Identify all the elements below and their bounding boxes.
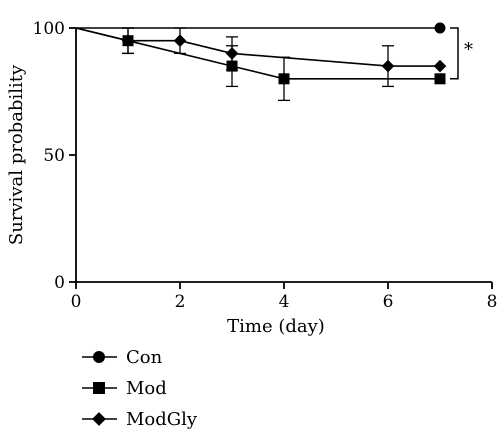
y-tick-label: 100 xyxy=(33,19,65,39)
legend-marker xyxy=(93,351,105,363)
data-point xyxy=(225,47,239,60)
data-point xyxy=(434,73,446,85)
x-tick-label: 0 xyxy=(71,292,82,312)
legend-marker xyxy=(93,382,105,394)
x-tick-label: 8 xyxy=(487,292,498,312)
data-point xyxy=(278,73,290,85)
series-modgly xyxy=(75,27,447,88)
data-point xyxy=(433,59,447,73)
legend-item-con: Con xyxy=(82,347,163,368)
y-tick-label: 0 xyxy=(54,273,65,293)
x-axis-label: Time (day) xyxy=(227,316,325,337)
x-tick-label: 4 xyxy=(279,292,290,312)
x-tick-label: 6 xyxy=(383,292,394,312)
data-point xyxy=(434,22,446,34)
y-axis-label: Survival probability xyxy=(6,64,27,245)
significance-bracket-group: * xyxy=(450,27,473,80)
legend-label: ModGly xyxy=(126,409,198,430)
legend-label: Mod xyxy=(126,378,167,399)
series-con xyxy=(76,22,446,34)
series-line xyxy=(75,27,440,67)
significance-bracket xyxy=(450,27,459,80)
x-tick-label: 2 xyxy=(175,292,186,312)
legend-marker xyxy=(92,412,106,426)
data-point xyxy=(381,59,395,73)
data-point xyxy=(121,34,135,48)
significance-label: * xyxy=(464,39,473,60)
legend-item-modgly: ModGly xyxy=(82,409,198,430)
legend-label: Con xyxy=(126,347,163,368)
axis-ticks: 0 2 4 6 8 0 50 100 xyxy=(33,19,498,312)
series-layer xyxy=(75,22,447,102)
y-tick-label: 50 xyxy=(43,146,65,166)
data-point xyxy=(173,34,187,48)
legend-item-mod: Mod xyxy=(82,378,167,399)
legend: Con Mod ModGly xyxy=(82,347,198,430)
